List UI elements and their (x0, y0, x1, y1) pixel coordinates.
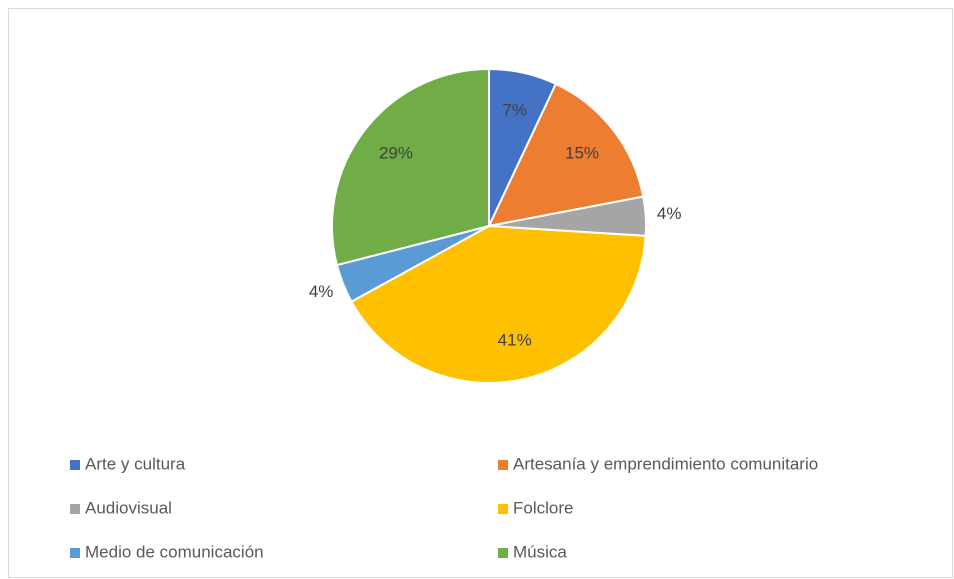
data-label: 15% (565, 143, 599, 162)
data-label: 4% (309, 282, 334, 301)
legend-label: Arte y cultura (85, 454, 186, 473)
legend-swatch (498, 460, 508, 470)
data-label: 7% (502, 101, 527, 120)
legend-label: Audiovisual (85, 498, 172, 517)
legend-label: Medio de comunicación (85, 542, 264, 561)
legend-swatch (498, 504, 508, 514)
pie-slice (331, 67, 490, 267)
pie-slice (350, 224, 647, 384)
legend-label: Artesanía y emprendimiento comunitario (513, 454, 818, 473)
data-label: 41% (498, 330, 532, 349)
legend-label: Folclore (513, 498, 573, 517)
data-label: 4% (657, 204, 682, 223)
legend-swatch (70, 504, 80, 514)
legend-label: Música (513, 542, 567, 561)
pie-slice (487, 82, 645, 228)
data-label: 29% (379, 143, 413, 162)
legend-swatch (70, 548, 80, 558)
legend-swatch (70, 460, 80, 470)
legend-swatch (498, 548, 508, 558)
